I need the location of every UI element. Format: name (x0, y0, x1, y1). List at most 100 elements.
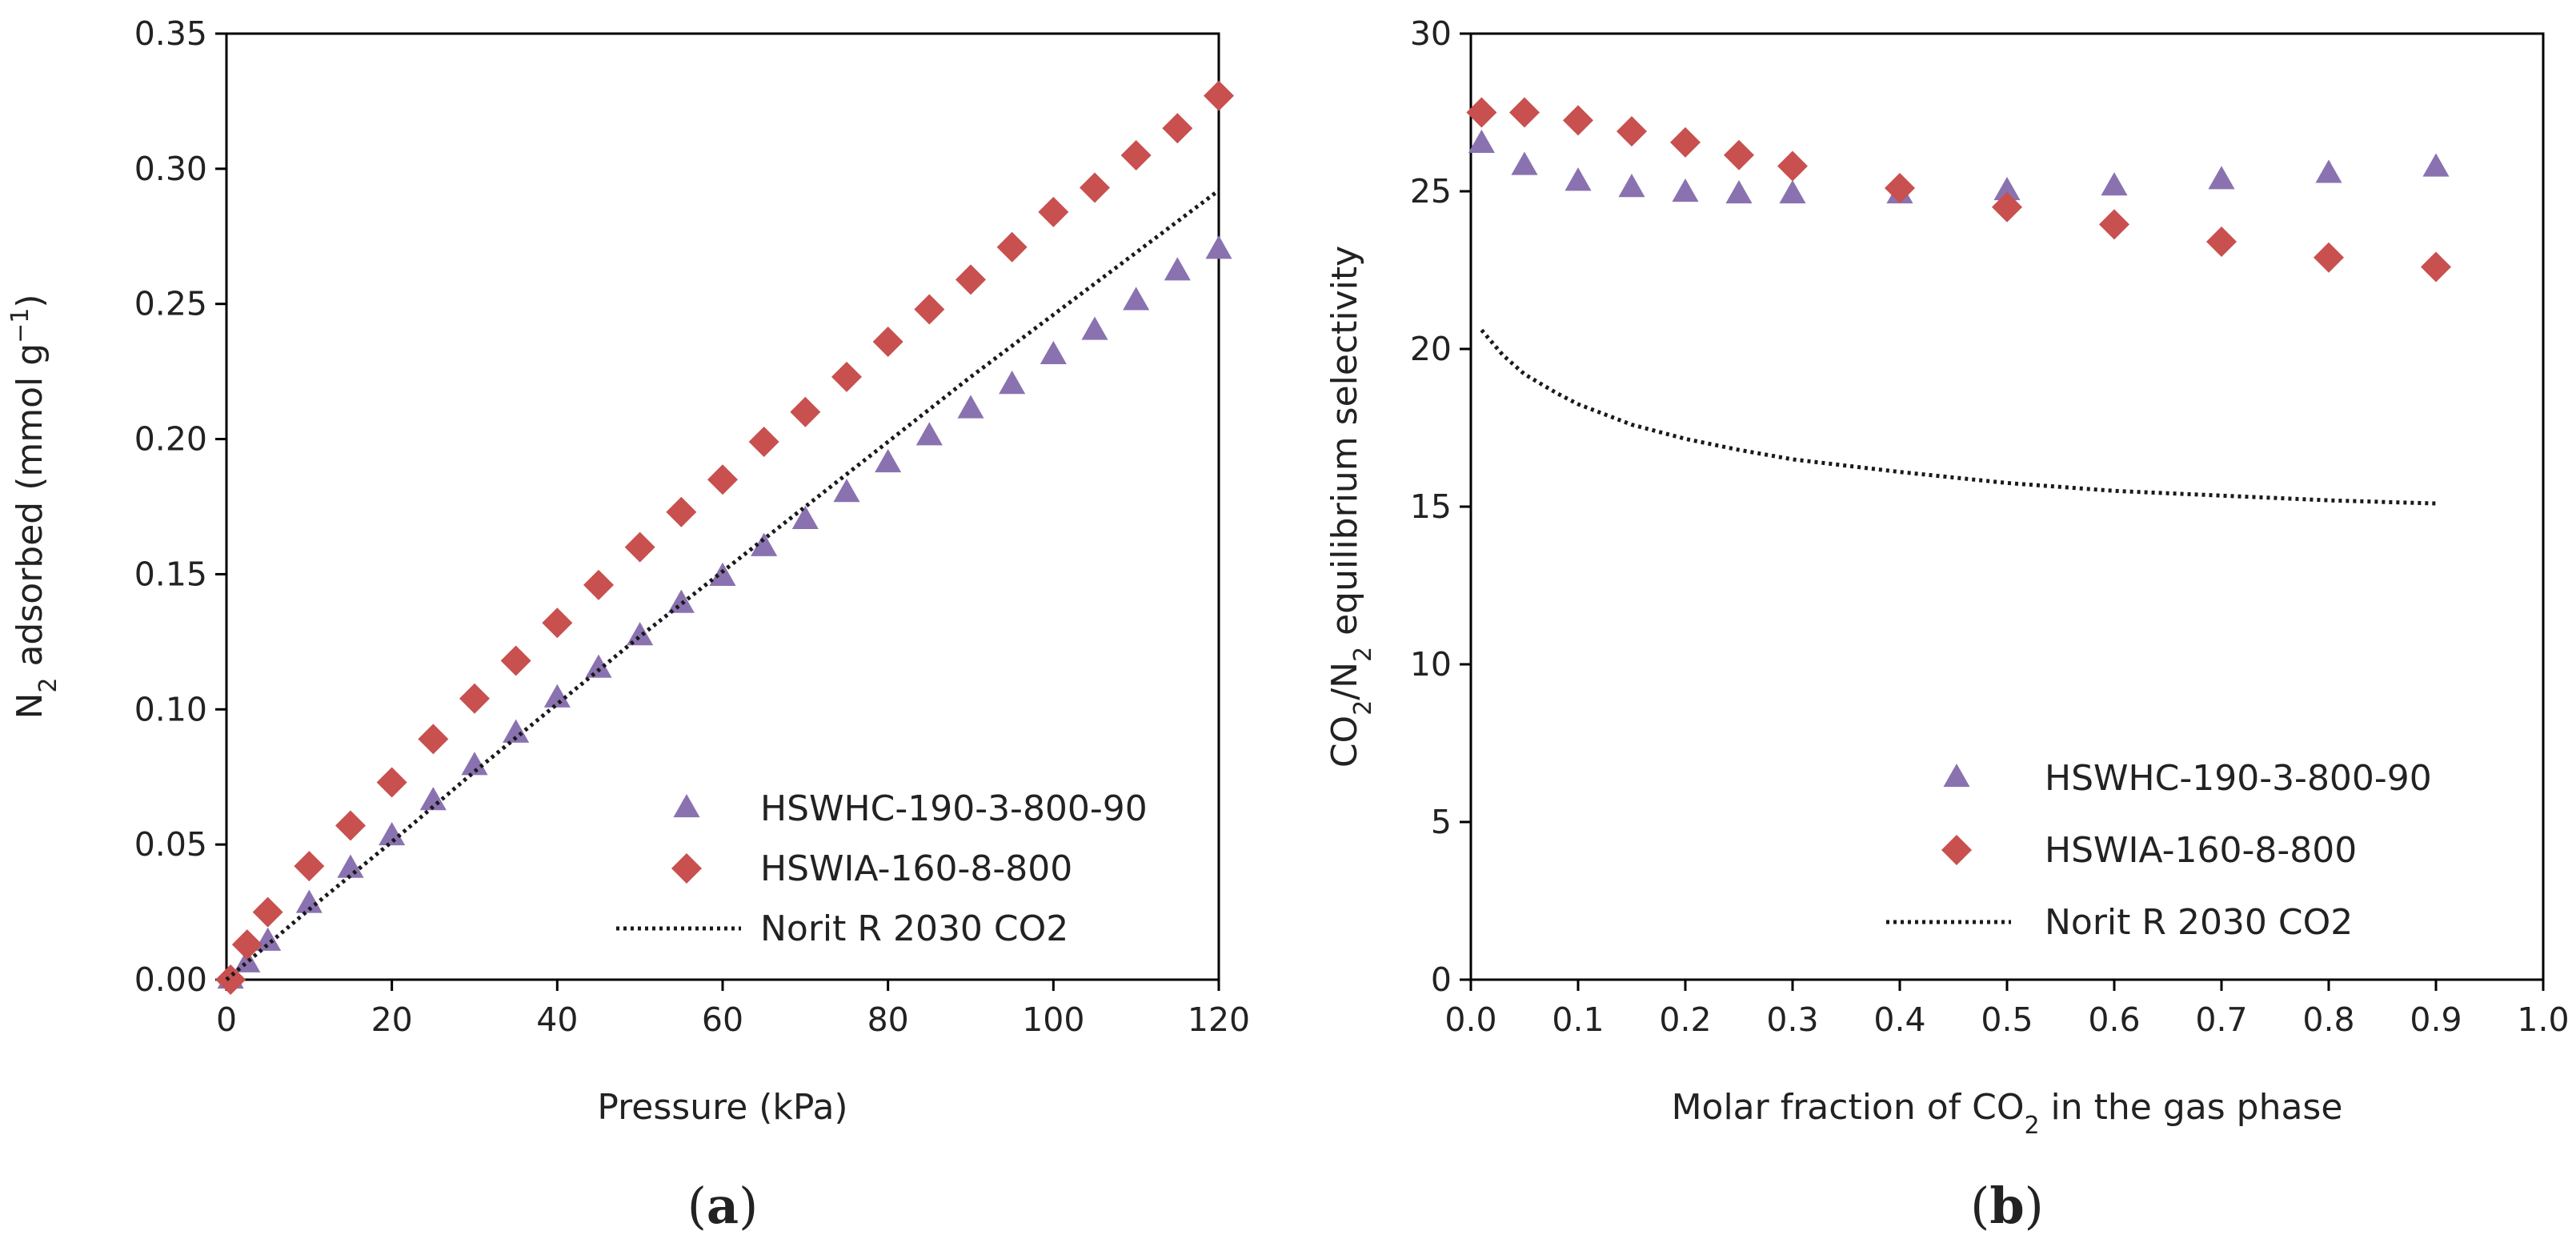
y-axis-title: N2 adsorbed (mmol g−1) (6, 294, 62, 719)
diamond-point (215, 964, 246, 995)
subscript: 2 (1349, 700, 1377, 716)
series-line (225, 188, 1220, 981)
triangle-point (709, 562, 736, 586)
diamond-point (1204, 80, 1234, 111)
series-triangle (1468, 129, 2450, 204)
legend: HSWHC-190-3-800-90 HSWIA-160-8-800 Norit R… (1886, 758, 2432, 943)
triangle-point (234, 948, 261, 972)
x-tick-label: 0.2 (1659, 1000, 1711, 1039)
triangle-point (2101, 172, 2128, 196)
y-tick-label: 10 (1410, 645, 1452, 684)
diamond-point (1162, 113, 1193, 144)
triangle-point (1040, 340, 1067, 365)
diamond-point (748, 426, 779, 457)
triangle-point (1081, 316, 1108, 340)
diamond-point (1038, 196, 1069, 227)
diamond-point (252, 896, 283, 928)
chart-panel-b: 0.0 0.1 0.2 0.3 0.4 0.5 0.6 0.7 0.8 0.9 1.0 0 5 10 15 2… (1324, 14, 2570, 1235)
triangle-point (2422, 153, 2450, 177)
legend-entry-label: HSWIA-160-8-800 (2045, 830, 2357, 871)
triangle-point (585, 654, 612, 678)
label-part: a (707, 1177, 739, 1235)
x-tick-label: 80 (867, 1000, 909, 1039)
x-tick-label: 0.5 (1981, 1000, 2033, 1039)
y-tick-label: 15 (1410, 487, 1452, 526)
legend-entry-label: Norit R 2030 CO2 (760, 908, 1068, 949)
diamond-point (1080, 172, 1110, 203)
plot-frame (225, 32, 1220, 981)
diamond-point (1777, 150, 1808, 182)
triangle-point (379, 822, 406, 846)
label-part: in the gas phase (2040, 1087, 2343, 1128)
diamond-point (2421, 251, 2451, 283)
diamond-point (1724, 139, 1754, 170)
triangle-point (1468, 129, 1495, 154)
diamond-point (666, 496, 697, 527)
y-tick-label: 20 (1410, 330, 1452, 368)
x-tick-label: 0.7 (2195, 1000, 2247, 1039)
x-axis-title: Pressure (kPa) (597, 1087, 847, 1128)
series-line (1480, 328, 2437, 506)
diamond-point (1563, 105, 1593, 136)
triangle-point (543, 684, 571, 708)
triangle-point (503, 719, 530, 743)
triangle-point (627, 622, 654, 646)
triangle-point (833, 479, 860, 503)
x-tick-label: 100 (1022, 1000, 1084, 1039)
x-tick-label: 0.3 (1766, 1000, 1818, 1039)
superscript: −1 (6, 308, 34, 343)
subscript: 2 (34, 678, 62, 693)
label-part: /N (1324, 662, 1365, 700)
triangle-point (1779, 179, 1806, 204)
diamond-point (2099, 209, 2129, 240)
diamond-point (955, 264, 986, 295)
diamond-point (996, 231, 1028, 263)
diamond-point (1992, 191, 2022, 223)
y-axis-title: CO2/N2 equilibrium selectivity (1324, 246, 1377, 768)
diamond-point (624, 531, 655, 563)
subscript: 2 (1349, 647, 1377, 662)
diamond-point (1617, 116, 1647, 147)
diamond-point (542, 607, 573, 639)
diamond-point (583, 569, 614, 600)
label-part: ) (2025, 1177, 2044, 1235)
diamond-point (872, 326, 903, 357)
x-tick-label: 0.6 (2088, 1000, 2140, 1039)
diamond-point (914, 294, 945, 325)
x-tick-label: 0.8 (2302, 1000, 2354, 1039)
x-tick-label: 120 (1188, 1000, 1250, 1039)
label-part: adsorbed (mmol g (10, 343, 50, 678)
legend-triangle-marker (1943, 764, 1970, 788)
diamond-point (376, 767, 407, 798)
diamond-point (500, 645, 531, 676)
triangle-point (1164, 257, 1191, 281)
diamond-point (1466, 97, 1497, 128)
x-tick-label: 20 (371, 1000, 413, 1039)
triangle-point (1205, 235, 1232, 259)
triangle-point (875, 448, 902, 473)
diamond-point (2314, 242, 2344, 273)
triangle-point (461, 752, 488, 776)
y-tick-label: 5 (1431, 803, 1452, 841)
triangle-point (1725, 179, 1753, 204)
y-tick-label: 0.25 (134, 285, 207, 323)
legend-diamond-marker (671, 853, 702, 884)
panel-label: (a) (687, 1177, 759, 1235)
x-axis-title: Molar fraction of CO2 in the gas phase (1672, 1087, 2343, 1140)
y-tick-label: 0.10 (134, 690, 207, 728)
diamond-point (335, 810, 366, 841)
triangle-point (1564, 167, 1592, 191)
triangle-point (2315, 159, 2342, 183)
x-tick-label: 0.4 (1873, 1000, 1925, 1039)
y-tick-label: 0.20 (134, 420, 207, 459)
x-tick-label: 40 (536, 1000, 578, 1039)
triangle-point (751, 532, 778, 556)
y-tick-label: 30 (1410, 14, 1452, 53)
triangle-point (1993, 177, 2021, 201)
legend-diamond-marker (1941, 835, 1972, 865)
label-part: CO (1324, 716, 1365, 768)
diamond-point (790, 396, 821, 427)
legend-entry-label: HSWIA-160-8-800 (760, 848, 1072, 889)
label-part: equilibrium selectivity (1324, 246, 1365, 647)
